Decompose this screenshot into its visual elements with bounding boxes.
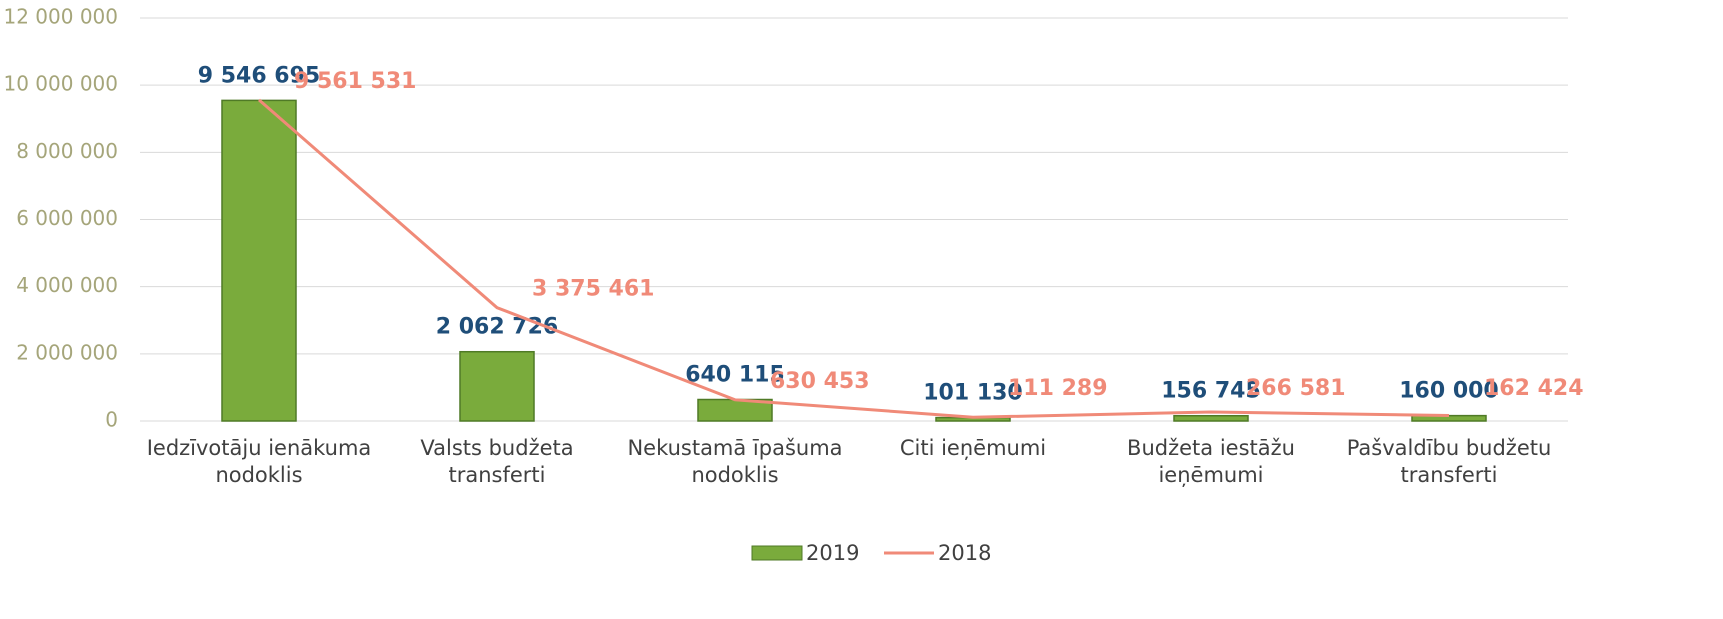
data-label: 630 453 (770, 369, 870, 394)
bar (1411, 414, 1487, 422)
x-tick-label: Nekustamā īpašuma nodoklis (627, 436, 843, 487)
line (258, 98, 1450, 419)
data-label: 156 745 (1161, 379, 1261, 404)
y-tick-label: 8 000 000 (16, 139, 118, 163)
y-tick-label: 4 000 000 (16, 273, 118, 297)
data-label: 2 062 726 (436, 315, 558, 340)
y-tick-label: 0 (105, 408, 118, 432)
legend-swatch (751, 545, 803, 561)
bar (1173, 414, 1249, 422)
legend-label: 2018 (938, 541, 991, 565)
y-tick-label: 10 000 000 (3, 72, 118, 96)
legend-label: 2019 (806, 541, 859, 565)
x-tick-label: Pašvaldību budžetu transferti (1346, 436, 1552, 487)
data-label: 160 000 (1399, 379, 1499, 404)
y-tick-label: 12 000 000 (3, 5, 118, 29)
x-tick-label: Valsts budžeta transferti (420, 436, 574, 487)
data-label: 162 424 (1484, 376, 1584, 401)
data-label: 3 375 461 (532, 277, 654, 302)
x-tick-label: Iedzīvotāju ienākuma nodoklis (146, 436, 372, 487)
x-tick-label: Citi ieņēmumi (899, 436, 1047, 460)
data-label: 266 581 (1246, 376, 1346, 401)
y-tick-label: 2 000 000 (16, 340, 118, 364)
data-label: 640 115 (685, 363, 785, 388)
data-label: 9 561 531 (294, 69, 416, 94)
data-label: 101 130 (923, 381, 1023, 406)
data-label: 9 546 695 (198, 63, 320, 88)
bar (459, 350, 535, 422)
bar (221, 99, 297, 422)
data-label: 111 289 (1008, 376, 1108, 401)
y-tick-label: 6 000 000 (16, 206, 118, 230)
x-tick-label: Budžeta iestāžu ieņēmumi (1127, 436, 1295, 487)
